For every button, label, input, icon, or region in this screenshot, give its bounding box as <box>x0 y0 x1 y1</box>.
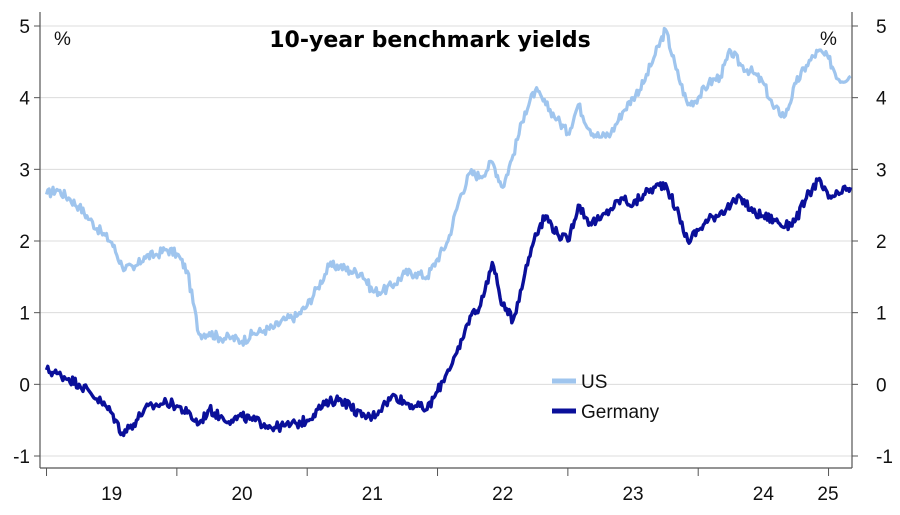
series-lines <box>44 26 853 438</box>
x-tick-label-19: 19 <box>101 484 122 505</box>
y-tick-label-left-2: 1 <box>19 304 30 325</box>
y-tick-label-left-0: -1 <box>13 447 30 468</box>
left-axis-unit: % <box>54 29 71 50</box>
x-tick-label-22: 22 <box>492 484 513 505</box>
gridlines <box>40 25 852 457</box>
legend-label-germany: Germany <box>581 402 660 423</box>
y-tick-label-left-1: 0 <box>19 375 30 396</box>
plot-frame <box>39 12 853 469</box>
x-tick-label-20: 20 <box>231 484 252 505</box>
x-tick-label-21: 21 <box>362 484 383 505</box>
axis-ticks: -1 -10 01 12 23 34 45 519 20 21 22 23 24 25 <box>13 17 893 505</box>
x-tick-label-25: 25 <box>817 484 838 505</box>
y-tick-label-right-2: 1 <box>876 304 887 325</box>
y-tick-label-left-4: 3 <box>19 160 30 181</box>
y-tick-label-right-5: 4 <box>876 89 887 110</box>
y-tick-label-left-3: 2 <box>19 232 30 253</box>
legend: US Germany <box>552 372 660 423</box>
y-tick-label-right-1: 0 <box>876 375 887 396</box>
y-tick-label-right-3: 2 <box>876 232 887 253</box>
x-tick-label-24: 24 <box>753 484 775 505</box>
chart-title: 10-year benchmark yields <box>269 28 591 53</box>
y-tick-label-left-5: 4 <box>19 89 30 110</box>
y-tick-label-right-0: -1 <box>876 447 893 468</box>
right-axis-unit: % <box>820 29 837 50</box>
series-line-us <box>44 26 852 347</box>
x-tick-label-23: 23 <box>622 484 643 505</box>
legend-label-us: US <box>581 372 607 393</box>
y-tick-label-right-6: 5 <box>876 17 887 38</box>
series-line-germany <box>44 176 853 438</box>
y-tick-label-right-4: 3 <box>876 160 887 181</box>
y-tick-label-left-6: 5 <box>19 17 30 38</box>
